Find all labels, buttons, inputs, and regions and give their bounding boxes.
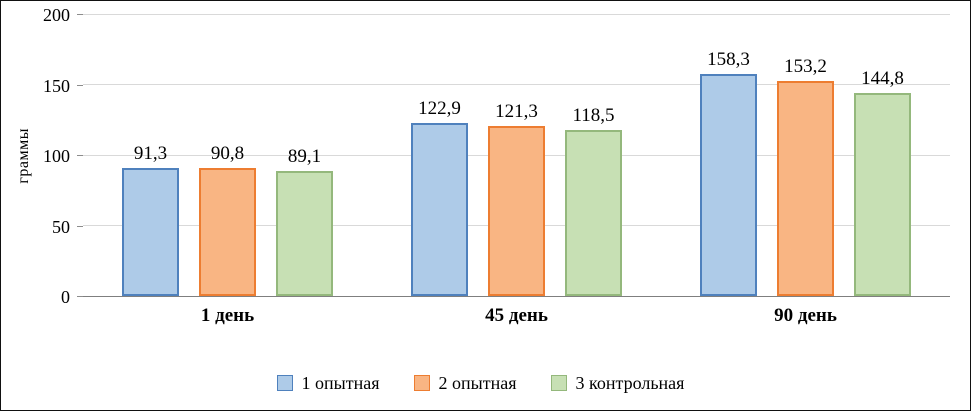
bar-series-1 [411,123,468,296]
legend-item-1: 1 опытная [276,372,380,394]
legend-item-3: 3 контрольная [550,372,685,394]
bar-wrap: 118,5 [565,15,622,296]
bar-wrap: 90,8 [199,15,256,296]
bar-value-label: 153,2 [784,55,827,77]
bar-value-label: 89,1 [287,145,322,167]
y-tick-label: 50 [52,216,70,237]
bar-series-2 [488,125,545,296]
bar-value-label: 90,8 [210,143,245,165]
y-tick-mark [77,225,83,227]
bar-series-1 [700,73,757,296]
y-axis: 0 50 100 150 200 [37,6,83,306]
bar-value-label: 121,3 [495,100,538,122]
plot-area: 91,3 90,8 89,1 122,9 121,3 118,5 158,3 153,2 144… [83,14,950,297]
y-tick-mark [77,155,83,156]
bar-group: 91,3 90,8 89,1 [83,15,372,296]
x-category-label: 1 день [200,305,255,326]
x-axis: 1 день 45 день 90 день [83,305,950,344]
legend: 1 опытная 2 опытная 3 контрольная [11,364,950,402]
bar-series-3 [565,129,622,296]
y-tick-mark [77,14,83,15]
gridline [83,14,950,15]
bar-value-label: 118,5 [572,104,615,126]
legend-swatch [413,375,430,391]
legend-swatch [276,375,293,391]
bar-wrap: 121,3 [488,15,545,296]
bar-wrap: 122,9 [411,15,468,296]
legend-swatch [550,375,567,391]
bar-wrap: 158,3 [700,15,757,296]
legend-label: 3 контрольная [575,372,685,393]
legend-item-2: 2 опытная [413,372,517,394]
y-tick-label: 200 [43,5,70,25]
y-tick-label: 150 [43,75,70,96]
bar-wrap: 89,1 [276,15,333,296]
x-category-label: 90 день [774,305,837,326]
chart-grid: граммы 0 50 100 150 200 91,3 90,8 89,1 122,9 121… [11,6,950,402]
bar-series-1 [122,167,179,296]
bar-group: 122,9 121,3 118,5 [372,15,661,296]
gridline [83,84,950,86]
bar-series-3 [854,92,911,296]
bar-value-label: 144,8 [861,67,904,89]
bar-value-label: 122,9 [418,98,461,120]
y-tick-label: 0 [61,287,70,307]
bar-wrap: 153,2 [777,15,834,296]
bar-series-2 [777,80,834,296]
bar-value-label: 91,3 [133,142,168,164]
y-tick-mark [77,296,83,297]
bar-wrap: 144,8 [854,15,911,296]
legend-label: 2 опытная [438,372,517,393]
bar-series-3 [276,170,333,296]
bar-wrap: 91,3 [122,15,179,296]
legend-label: 1 опытная [301,372,380,393]
bar-group: 158,3 153,2 144,8 [661,15,950,296]
x-category-label: 45 день [485,305,548,326]
bar-value-label: 158,3 [707,48,750,70]
bar-series-2 [199,168,256,296]
y-tick-label: 100 [43,146,70,166]
y-tick-mark [77,84,83,86]
